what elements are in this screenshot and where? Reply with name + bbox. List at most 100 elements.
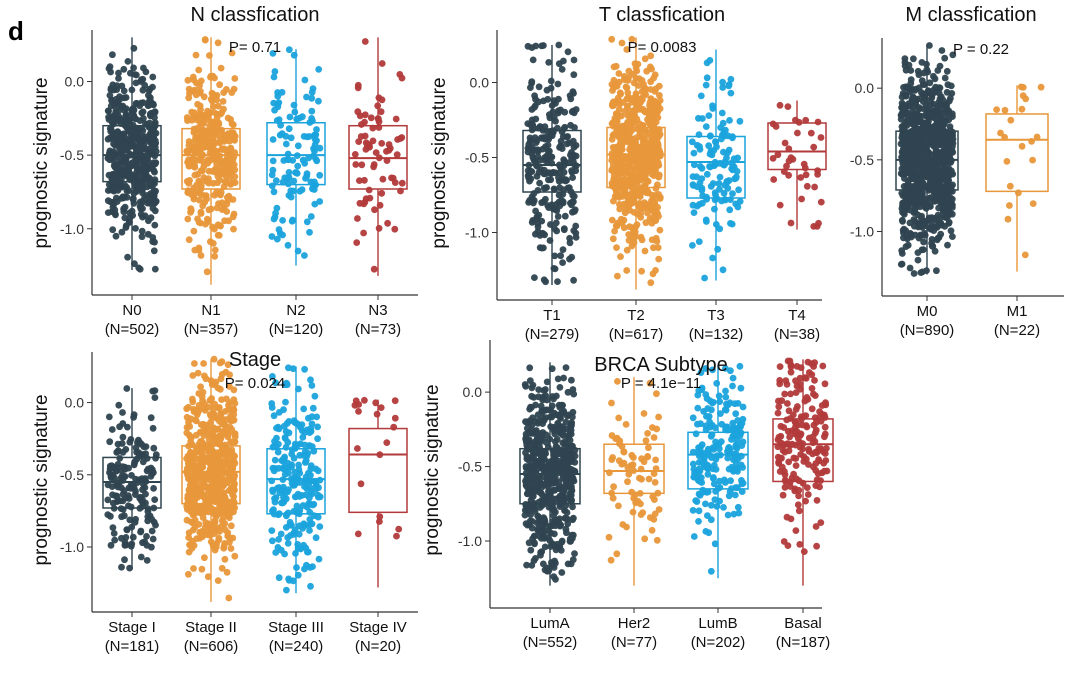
data-point bbox=[941, 54, 949, 62]
data-point bbox=[115, 401, 123, 409]
data-point bbox=[632, 93, 640, 101]
data-point bbox=[139, 86, 147, 94]
data-point bbox=[618, 39, 626, 47]
data-point bbox=[151, 394, 159, 401]
data-point bbox=[105, 116, 113, 123]
data-point bbox=[623, 523, 630, 531]
data-point bbox=[534, 420, 542, 427]
x-tick-label: LumB bbox=[698, 615, 737, 632]
data-point bbox=[196, 138, 203, 145]
data-point bbox=[383, 148, 390, 155]
data-point bbox=[196, 82, 203, 89]
category-group-t4: T4(N=38) bbox=[767, 100, 827, 343]
data-point bbox=[398, 179, 406, 187]
data-point bbox=[224, 361, 232, 369]
data-point bbox=[358, 161, 366, 169]
data-point bbox=[615, 78, 623, 86]
data-point bbox=[203, 268, 211, 276]
data-point bbox=[557, 252, 564, 260]
data-point bbox=[271, 213, 279, 221]
data-point bbox=[638, 475, 645, 483]
data-point bbox=[143, 121, 151, 129]
data-point bbox=[653, 425, 661, 433]
data-point bbox=[620, 224, 628, 232]
data-point bbox=[396, 71, 404, 78]
data-point bbox=[190, 565, 197, 572]
data-point bbox=[268, 233, 276, 240]
data-point bbox=[128, 86, 136, 94]
data-point bbox=[550, 452, 558, 460]
data-point bbox=[126, 564, 133, 572]
data-point bbox=[607, 556, 615, 564]
data-point bbox=[651, 87, 659, 95]
data-point bbox=[105, 413, 113, 421]
data-point bbox=[915, 71, 923, 79]
data-point bbox=[646, 102, 653, 109]
data-point bbox=[644, 430, 651, 437]
data-point bbox=[941, 222, 949, 230]
data-point bbox=[656, 92, 663, 99]
data-point bbox=[183, 148, 191, 156]
data-point bbox=[274, 544, 282, 551]
data-point bbox=[650, 74, 657, 82]
data-point bbox=[221, 178, 229, 185]
category-group-n3: N3(N=73) bbox=[348, 37, 408, 338]
data-point bbox=[528, 524, 536, 532]
data-point bbox=[735, 509, 743, 517]
data-point bbox=[902, 243, 910, 251]
data-point bbox=[151, 119, 159, 127]
data-point bbox=[781, 139, 789, 147]
data-point bbox=[651, 479, 659, 486]
data-point bbox=[923, 110, 930, 118]
data-point bbox=[271, 495, 278, 502]
data-point bbox=[927, 134, 935, 142]
data-point bbox=[352, 161, 360, 168]
data-point bbox=[147, 139, 155, 147]
data-point bbox=[228, 438, 236, 446]
data-point bbox=[307, 488, 315, 495]
data-point bbox=[716, 398, 724, 405]
data-point bbox=[223, 164, 231, 171]
data-point bbox=[118, 513, 125, 521]
data-point bbox=[900, 211, 908, 218]
data-point bbox=[538, 530, 546, 537]
data-point bbox=[642, 132, 650, 140]
data-point bbox=[139, 99, 147, 107]
data-point bbox=[220, 462, 228, 470]
y-tick-label: -0.5 bbox=[850, 152, 874, 168]
data-point bbox=[351, 151, 359, 158]
data-point bbox=[183, 516, 191, 524]
data-point bbox=[532, 115, 540, 123]
data-point bbox=[219, 146, 227, 154]
data-point bbox=[139, 75, 147, 83]
data-point bbox=[120, 94, 128, 102]
data-point bbox=[656, 130, 664, 138]
data-point bbox=[540, 417, 548, 424]
data-point bbox=[281, 462, 289, 470]
data-point bbox=[284, 180, 292, 188]
data-point bbox=[690, 209, 698, 217]
data-point bbox=[301, 565, 308, 573]
data-point bbox=[1018, 142, 1026, 150]
data-point bbox=[734, 154, 742, 162]
data-point bbox=[911, 195, 919, 202]
data-point bbox=[949, 233, 956, 241]
data-point bbox=[561, 507, 569, 514]
data-point bbox=[214, 110, 221, 118]
data-point bbox=[224, 114, 232, 122]
data-point bbox=[635, 144, 643, 152]
data-point bbox=[198, 484, 206, 491]
data-point bbox=[572, 229, 580, 237]
data-point bbox=[231, 173, 239, 181]
data-point bbox=[937, 196, 945, 203]
data-point bbox=[814, 171, 821, 178]
x-tick-label: T3 bbox=[707, 307, 725, 324]
data-point bbox=[532, 484, 540, 492]
data-point bbox=[369, 137, 377, 145]
data-point bbox=[528, 392, 535, 400]
data-point bbox=[550, 465, 557, 473]
data-point bbox=[538, 199, 546, 207]
data-point bbox=[637, 511, 645, 518]
